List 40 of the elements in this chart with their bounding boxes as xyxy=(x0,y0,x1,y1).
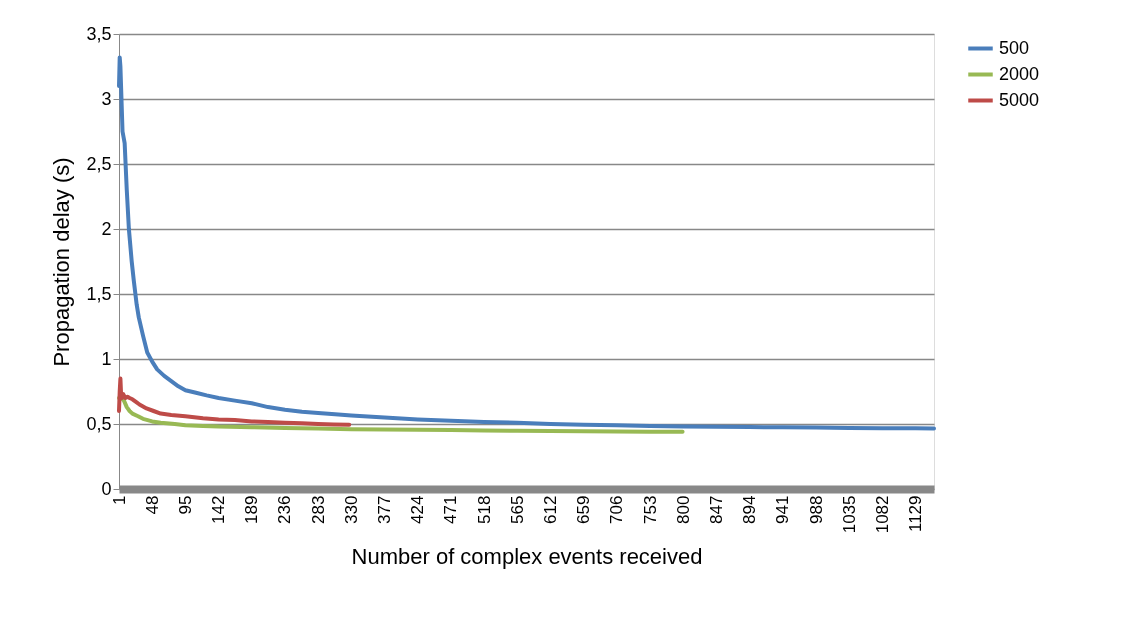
x-tick-label: 1129 xyxy=(906,495,926,533)
line-series xyxy=(117,376,352,427)
x-tick-label: 142 xyxy=(209,495,229,524)
x-tick-label: 565 xyxy=(507,495,527,524)
y-tick-label: 1,5 xyxy=(86,283,112,304)
x-tick-label: 1 xyxy=(109,495,129,505)
line-series xyxy=(117,55,936,431)
x-tick-label: 988 xyxy=(806,495,826,524)
x-tick-label: 518 xyxy=(474,495,494,524)
x-tick-label: 377 xyxy=(375,495,395,524)
x-tick-label: 659 xyxy=(574,495,594,524)
legend-label: 2000 xyxy=(999,63,1040,84)
legend-label: 5000 xyxy=(999,89,1040,110)
x-tick-label: 471 xyxy=(441,495,461,524)
x-tick-label: 189 xyxy=(242,495,262,524)
x-tick-label: 95 xyxy=(175,495,195,515)
x-tick-label: 706 xyxy=(607,495,627,524)
y-tick-label: 0 xyxy=(101,478,112,499)
y-tick-label: 2,5 xyxy=(86,153,112,174)
x-tick-label: 847 xyxy=(706,495,726,524)
x-tick-label: 612 xyxy=(541,495,561,524)
x-tick-label: 753 xyxy=(640,495,660,524)
x-tick-label: 48 xyxy=(142,495,162,515)
y-tick-label: 2 xyxy=(101,218,112,239)
y-tick-label: 1 xyxy=(101,348,112,369)
x-tick-label: 941 xyxy=(773,495,793,524)
y-tick-label: 0,5 xyxy=(86,413,112,434)
y-tick-label: 3 xyxy=(101,88,112,109)
x-tick-label: 1035 xyxy=(839,495,859,534)
x-tick-label: 894 xyxy=(740,495,760,524)
x-tick-label: 330 xyxy=(341,495,361,524)
x-axis-title: Number of complex events received xyxy=(351,544,703,570)
legend-label: 500 xyxy=(999,37,1030,58)
y-axis-title: Propagation delay (s) xyxy=(49,157,75,367)
x-tick-label: 236 xyxy=(275,495,295,524)
y-tick-label: 3,5 xyxy=(86,23,112,44)
x-tick-label: 424 xyxy=(408,495,428,524)
x-tick-label: 1082 xyxy=(872,495,892,534)
x-tick-label: 283 xyxy=(308,495,328,524)
x-tick-label: 800 xyxy=(673,495,693,524)
